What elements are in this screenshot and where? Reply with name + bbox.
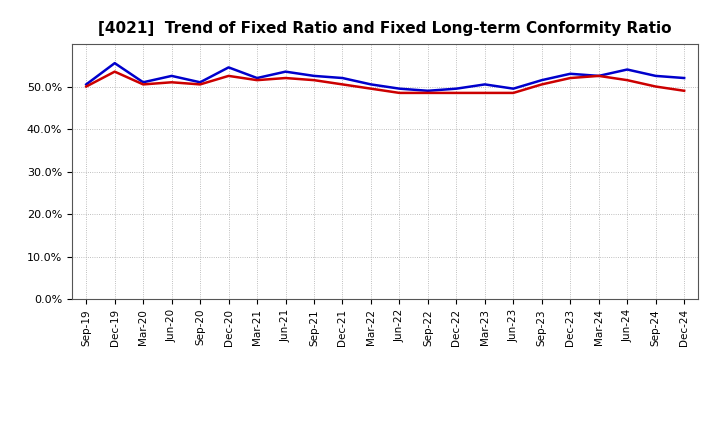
Fixed Long-term Conformity Ratio <box>452 90 461 95</box>
Fixed Long-term Conformity Ratio <box>282 75 290 81</box>
Line: Fixed Long-term Conformity Ratio: Fixed Long-term Conformity Ratio <box>86 72 684 93</box>
Fixed Long-term Conformity Ratio <box>196 82 204 87</box>
Fixed Long-term Conformity Ratio <box>680 88 688 93</box>
Fixed Long-term Conformity Ratio <box>82 84 91 89</box>
Fixed Long-term Conformity Ratio <box>652 84 660 89</box>
Fixed Ratio <box>366 82 375 87</box>
Fixed Long-term Conformity Ratio <box>537 82 546 87</box>
Fixed Long-term Conformity Ratio <box>395 90 404 95</box>
Title: [4021]  Trend of Fixed Ratio and Fixed Long-term Conformity Ratio: [4021] Trend of Fixed Ratio and Fixed Lo… <box>99 21 672 36</box>
Fixed Ratio <box>452 86 461 92</box>
Fixed Ratio <box>225 65 233 70</box>
Fixed Ratio <box>595 73 603 78</box>
Fixed Ratio <box>253 75 261 81</box>
Fixed Long-term Conformity Ratio <box>338 82 347 87</box>
Fixed Long-term Conformity Ratio <box>509 90 518 95</box>
Fixed Ratio <box>196 80 204 85</box>
Fixed Ratio <box>167 73 176 78</box>
Fixed Long-term Conformity Ratio <box>253 77 261 83</box>
Fixed Long-term Conformity Ratio <box>366 86 375 92</box>
Fixed Ratio <box>652 73 660 78</box>
Fixed Ratio <box>623 67 631 72</box>
Fixed Long-term Conformity Ratio <box>310 77 318 83</box>
Fixed Ratio <box>282 69 290 74</box>
Fixed Ratio <box>509 86 518 92</box>
Fixed Long-term Conformity Ratio <box>423 90 432 95</box>
Fixed Ratio <box>537 77 546 83</box>
Legend: Fixed Ratio, Fixed Long-term Conformity Ratio: Fixed Ratio, Fixed Long-term Conformity … <box>189 438 582 440</box>
Fixed Ratio <box>680 75 688 81</box>
Fixed Ratio <box>566 71 575 77</box>
Fixed Long-term Conformity Ratio <box>225 73 233 78</box>
Fixed Ratio <box>310 73 318 78</box>
Fixed Long-term Conformity Ratio <box>595 73 603 78</box>
Fixed Ratio <box>139 80 148 85</box>
Fixed Ratio <box>82 82 91 87</box>
Fixed Long-term Conformity Ratio <box>623 77 631 83</box>
Fixed Long-term Conformity Ratio <box>566 75 575 81</box>
Fixed Ratio <box>423 88 432 93</box>
Fixed Long-term Conformity Ratio <box>480 90 489 95</box>
Fixed Ratio <box>395 86 404 92</box>
Fixed Ratio <box>480 82 489 87</box>
Fixed Ratio <box>110 60 119 66</box>
Fixed Ratio <box>338 75 347 81</box>
Fixed Long-term Conformity Ratio <box>110 69 119 74</box>
Fixed Long-term Conformity Ratio <box>167 80 176 85</box>
Fixed Long-term Conformity Ratio <box>139 82 148 87</box>
Line: Fixed Ratio: Fixed Ratio <box>86 63 684 91</box>
